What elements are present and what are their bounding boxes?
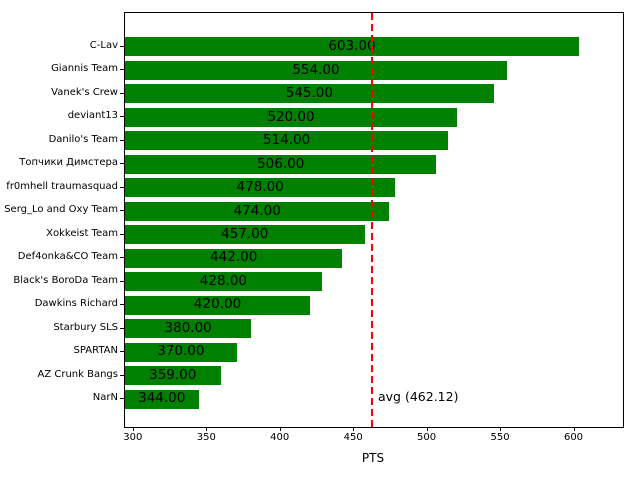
bar: 359.00 bbox=[125, 366, 221, 386]
bar: 554.00 bbox=[125, 60, 507, 80]
bar: 506.00 bbox=[125, 154, 437, 174]
bar-value-label: 380.00 bbox=[164, 319, 212, 336]
bar: 370.00 bbox=[125, 342, 237, 362]
y-tick-mark bbox=[120, 186, 124, 188]
bar-value-label: 554.00 bbox=[292, 61, 340, 78]
x-axis-label: PTS bbox=[361, 451, 385, 465]
y-tick-mark bbox=[120, 233, 124, 235]
bar: 420.00 bbox=[125, 295, 311, 315]
y-tick-mark bbox=[120, 210, 124, 212]
bar: 457.00 bbox=[125, 225, 365, 245]
x-tick-mark bbox=[132, 427, 134, 431]
bar: 428.00 bbox=[125, 272, 322, 292]
y-tick-label: Giannis Team bbox=[51, 63, 118, 75]
x-tick-label: 300 bbox=[123, 432, 143, 443]
bar-value-label: 442.00 bbox=[210, 249, 258, 266]
bar-value-label: 603.00 bbox=[328, 38, 376, 55]
y-tick-label: NarN bbox=[92, 392, 118, 404]
y-tick-mark bbox=[120, 116, 124, 118]
bar: 514.00 bbox=[125, 131, 449, 151]
y-tick-label: AZ Crunk Bangs bbox=[37, 368, 119, 380]
x-tick-label: 500 bbox=[417, 432, 437, 443]
y-tick-label: Топчики Димстера bbox=[19, 157, 118, 169]
bar: 520.00 bbox=[125, 107, 457, 127]
x-tick-label: 350 bbox=[196, 432, 216, 443]
y-tick-mark bbox=[120, 163, 124, 165]
bar-value-label: 514.00 bbox=[262, 132, 311, 149]
x-tick-label: 550 bbox=[490, 432, 510, 443]
y-tick-mark bbox=[120, 398, 124, 400]
y-tick-label: Danilo's Team bbox=[48, 133, 118, 145]
x-tick-label: 450 bbox=[343, 432, 363, 443]
bar: 474.00 bbox=[125, 201, 390, 221]
avg-annotation: avg (462.12) bbox=[378, 389, 459, 404]
bar: 442.00 bbox=[125, 248, 343, 268]
bar-value-label: 520.00 bbox=[267, 108, 315, 125]
y-tick-mark bbox=[120, 45, 124, 47]
y-tick-mark bbox=[120, 351, 124, 353]
y-tick-mark bbox=[120, 304, 124, 306]
x-tick-mark bbox=[353, 427, 355, 431]
x-tick-mark bbox=[206, 427, 208, 431]
y-tick-label: Dawkins Richard bbox=[34, 298, 118, 310]
bar-value-label: 545.00 bbox=[285, 85, 333, 102]
y-tick-mark bbox=[120, 327, 124, 329]
y-tick-label: fr0mhell traumasquad bbox=[6, 180, 118, 192]
x-tick-label: 600 bbox=[563, 432, 584, 443]
y-tick-label: Def4onka&CO Team bbox=[17, 251, 118, 263]
y-tick-mark bbox=[120, 374, 124, 376]
plot-area: 603.00 554.00 545.00 520.00 514.00 506.00 478.… bbox=[124, 12, 624, 428]
y-tick-mark bbox=[120, 257, 124, 259]
bar-value-label: 359.00 bbox=[149, 366, 197, 383]
bar-value-label: 457.00 bbox=[221, 225, 269, 242]
bar-value-label: 506.00 bbox=[257, 155, 305, 172]
y-tick-label: C-Lav bbox=[89, 39, 118, 51]
bar-value-label: 420.00 bbox=[193, 296, 242, 313]
bar-value-label: 428.00 bbox=[199, 272, 248, 289]
bar: 545.00 bbox=[125, 84, 494, 104]
bar-value-label: 478.00 bbox=[236, 179, 284, 196]
y-tick-mark bbox=[120, 69, 124, 71]
y-tick-label: Xokkeist Team bbox=[46, 227, 118, 239]
bar: 380.00 bbox=[125, 319, 252, 339]
y-tick-mark bbox=[120, 280, 124, 282]
x-tick-mark bbox=[426, 427, 428, 431]
y-tick-label: Vanek's Crew bbox=[51, 86, 118, 98]
bar-value-label: 370.00 bbox=[157, 343, 205, 360]
bar: 344.00 bbox=[125, 389, 199, 409]
avg-line bbox=[371, 13, 373, 427]
bar: 478.00 bbox=[125, 178, 396, 198]
y-tick-label: Starbury SLS bbox=[53, 321, 118, 333]
bar: 603.00 bbox=[125, 37, 579, 57]
bar-value-label: 344.00 bbox=[138, 390, 186, 407]
y-tick-label: deviant13 bbox=[67, 110, 118, 122]
x-tick-label: 400 bbox=[270, 432, 290, 443]
x-tick-mark bbox=[573, 427, 575, 431]
y-tick-label: Black's BoroDa Team bbox=[13, 274, 118, 286]
y-tick-label: Serg_Lo and Oxy Team bbox=[4, 204, 118, 216]
y-tick-mark bbox=[120, 92, 124, 94]
bar-value-label: 474.00 bbox=[233, 202, 281, 219]
x-tick-mark bbox=[279, 427, 281, 431]
y-tick-mark bbox=[120, 139, 124, 141]
y-tick-label: SPARTAN bbox=[73, 345, 118, 357]
x-tick-mark bbox=[500, 427, 502, 431]
